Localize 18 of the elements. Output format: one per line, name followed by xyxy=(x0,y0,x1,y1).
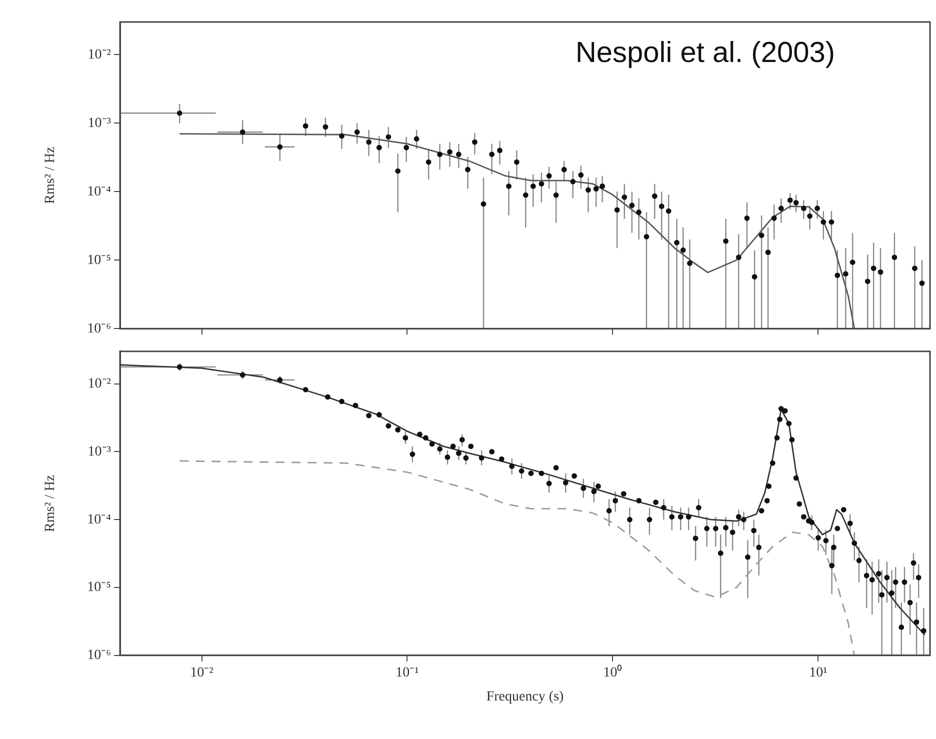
x-tick-label: 10¹ xyxy=(809,665,828,680)
x-tick-label: 10⁻² xyxy=(190,665,214,680)
y-tick-label: 10⁻⁶ xyxy=(87,321,112,336)
y-tick-label: 10⁻⁴ xyxy=(87,512,112,528)
y-tick-label: 10⁻⁵ xyxy=(87,580,112,596)
y-tick-label: 10⁻⁶ xyxy=(87,648,112,664)
x-tick-label: 10⁻¹ xyxy=(396,665,419,680)
annotation: Nespoli et al. (2003) xyxy=(575,37,835,69)
y-axis-title: Rms² / Hz xyxy=(43,146,58,204)
y-tick-label: 10⁻³ xyxy=(88,116,111,131)
y-tick-label: 10⁻⁵ xyxy=(87,252,112,268)
y-tick-label: 10⁻² xyxy=(88,47,111,62)
y-tick-label: 10⁻⁴ xyxy=(87,184,112,200)
y-tick-label: 10⁻³ xyxy=(88,444,111,460)
x-tick-label: 10⁰ xyxy=(603,664,622,680)
y-axis-title: Rms² / Hz xyxy=(43,474,58,532)
y-tick-label: 10⁻² xyxy=(88,376,111,392)
x-axis-title: Frequency (s) xyxy=(486,689,564,704)
